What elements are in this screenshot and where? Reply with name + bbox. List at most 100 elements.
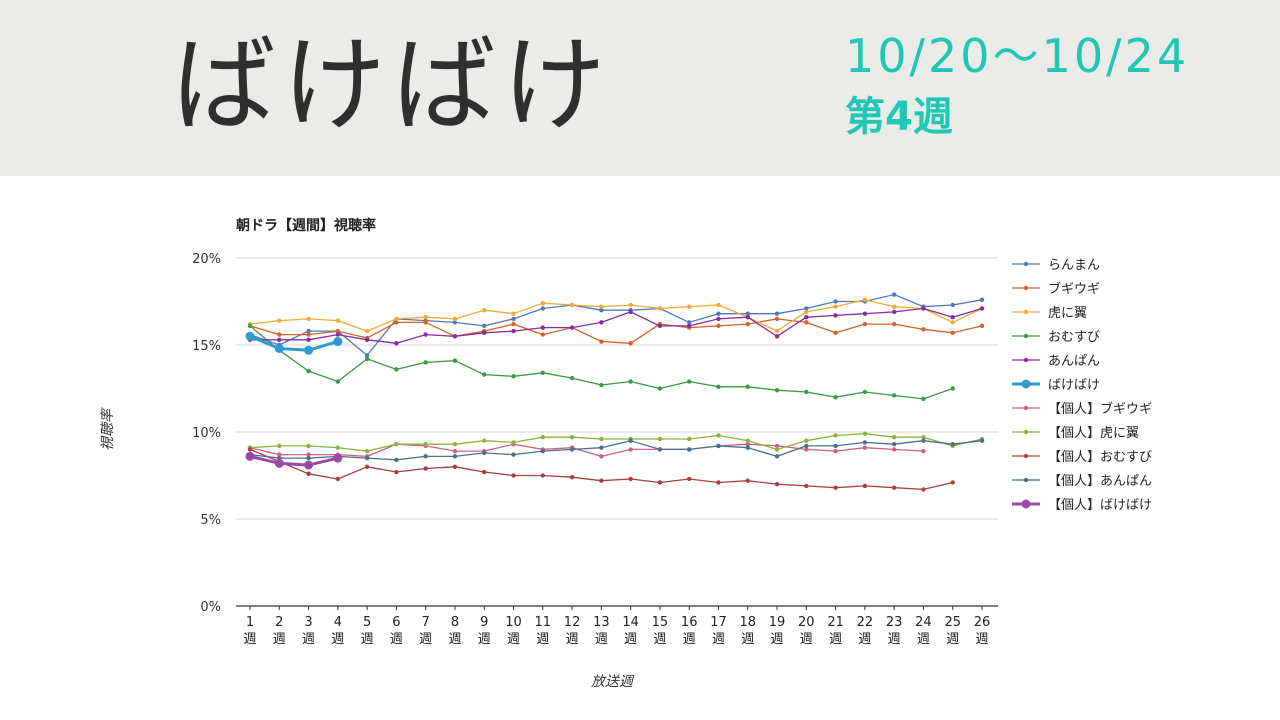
data-point <box>482 330 487 336</box>
data-point <box>245 331 255 341</box>
data-point <box>774 328 780 334</box>
series-line <box>249 293 983 357</box>
data-point <box>333 337 343 347</box>
data-point <box>804 443 809 449</box>
series-group <box>247 447 955 492</box>
data-point <box>950 441 955 447</box>
data-point <box>687 323 692 329</box>
legend-swatch-marker <box>1023 429 1029 435</box>
data-point <box>277 318 282 323</box>
data-point <box>745 321 750 327</box>
data-point <box>423 320 428 325</box>
data-point <box>540 332 545 337</box>
data-point <box>979 438 985 443</box>
data-point <box>687 379 692 384</box>
data-point <box>833 485 838 490</box>
data-point <box>862 389 868 395</box>
x-tick-label: 14 週 <box>622 615 639 647</box>
data-point <box>333 453 343 463</box>
y-tick-label: 10% <box>192 426 221 441</box>
data-point <box>774 316 780 322</box>
data-point <box>452 441 458 447</box>
chart-title: 朝ドラ【週間】視聴率 <box>236 217 376 234</box>
data-point <box>862 311 868 316</box>
x-tick-label: 26 週 <box>974 615 991 647</box>
data-point <box>774 388 780 393</box>
data-point <box>804 309 809 315</box>
data-point <box>921 396 926 402</box>
data-point <box>833 395 838 400</box>
series-lines <box>245 292 985 492</box>
data-point <box>745 314 750 320</box>
legend-swatch-marker <box>1023 453 1029 459</box>
data-point <box>511 316 516 322</box>
data-point <box>862 431 868 436</box>
x-tick-label: 23 週 <box>886 615 903 647</box>
data-point <box>482 469 487 475</box>
data-point <box>335 476 341 482</box>
data-point <box>716 323 721 329</box>
data-point <box>569 475 575 480</box>
data-point <box>599 320 604 325</box>
data-point <box>774 334 780 339</box>
data-point <box>394 316 399 322</box>
data-point <box>599 436 604 442</box>
x-tick-label: 18 週 <box>739 615 756 647</box>
data-point <box>482 438 487 443</box>
data-point <box>306 368 311 374</box>
legend-swatch-marker <box>1023 405 1029 411</box>
data-point <box>921 487 926 492</box>
data-point <box>306 452 311 457</box>
data-point <box>687 476 692 482</box>
legend-swatch-marker <box>1023 333 1029 339</box>
data-point <box>452 358 458 363</box>
legend-label: おむすび <box>1048 330 1100 345</box>
y-tick-label: 15% <box>192 339 221 354</box>
x-tick-label: 24 週 <box>915 615 932 647</box>
data-point <box>774 454 780 459</box>
data-point <box>423 332 428 337</box>
data-point <box>891 309 897 315</box>
data-point <box>804 447 809 452</box>
data-point <box>511 328 516 334</box>
series-group <box>245 331 343 355</box>
data-point <box>274 458 284 468</box>
data-point <box>833 433 838 438</box>
data-point <box>277 452 282 457</box>
data-point <box>394 367 399 372</box>
data-point <box>306 471 311 476</box>
data-point <box>599 382 604 388</box>
legend-label: 【個人】ばけばけ <box>1048 498 1152 513</box>
data-point <box>891 435 897 440</box>
data-point <box>804 389 809 395</box>
data-point <box>452 334 458 339</box>
data-point <box>862 297 868 302</box>
legend-label: あんぱん <box>1048 354 1100 369</box>
data-point <box>657 386 663 391</box>
series-line <box>249 334 339 352</box>
data-point <box>745 384 750 389</box>
data-point <box>628 341 633 346</box>
x-tick-label: 22 週 <box>857 615 874 647</box>
data-point <box>335 379 341 384</box>
data-point <box>891 447 897 452</box>
series-line <box>249 440 983 461</box>
legend: らんまんブギウギ虎に翼おむすびあんぱんばけばけ【個人】ブギウギ【個人】虎に翼【個… <box>1012 258 1152 513</box>
data-point <box>687 436 692 442</box>
data-point <box>423 441 428 447</box>
legend-swatch-marker <box>1023 309 1029 315</box>
data-point <box>364 353 370 358</box>
data-point <box>950 386 955 391</box>
data-point <box>511 452 516 457</box>
data-point <box>628 447 633 452</box>
data-point <box>716 316 721 322</box>
legend-swatch-marker <box>1023 477 1029 483</box>
data-point <box>364 328 370 334</box>
legend-swatch-marker <box>1023 261 1029 267</box>
series-group <box>245 451 343 470</box>
data-point <box>452 464 458 469</box>
